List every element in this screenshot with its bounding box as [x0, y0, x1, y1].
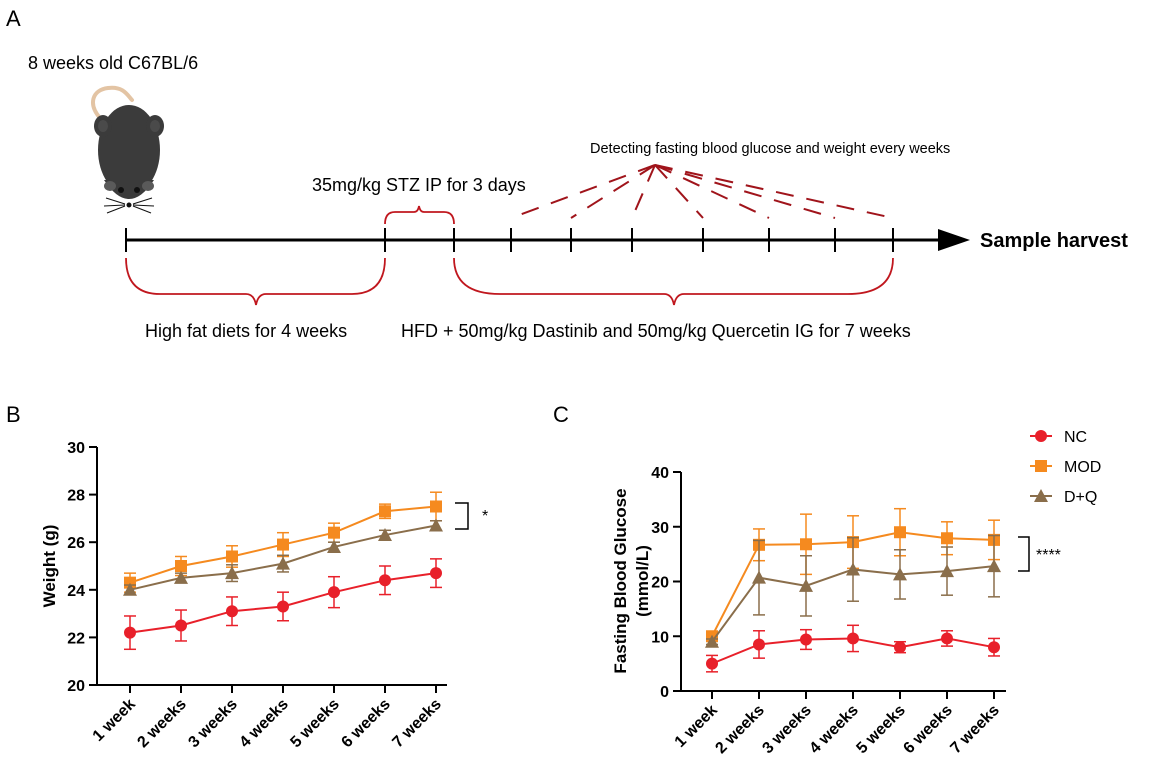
b-ytick-label: 26 — [67, 535, 85, 552]
c-point-nc — [706, 657, 718, 670]
b-point-mod — [175, 560, 187, 572]
c-point-dq — [799, 578, 813, 592]
detect-dashed-lines — [510, 164, 894, 219]
legend-marker-mod — [1035, 460, 1047, 472]
panel-label-a: A — [6, 6, 21, 31]
c-point-nc — [894, 641, 906, 654]
legend: NC MOD D+Q — [1030, 429, 1101, 506]
mouse-label: 8 weeks old C67BL/6 — [28, 53, 198, 73]
panel-label-b: B — [6, 402, 21, 427]
b-point-dq — [327, 539, 341, 553]
glucose-y-unit: (mmol/L) — [633, 545, 652, 617]
c-point-mod — [941, 532, 953, 545]
weight-y-label: Weight (g) — [40, 525, 59, 608]
mouse-icon — [91, 85, 164, 214]
b-point-dq — [429, 518, 443, 532]
stz-brace — [384, 205, 455, 225]
c-point-nc — [988, 641, 1000, 654]
b-xtick-label: 4 weeks — [236, 696, 291, 751]
b-point-dq — [123, 582, 137, 596]
c-xtick-label: 6 weeks — [900, 702, 955, 757]
panel-label-c: C — [553, 402, 569, 427]
b-ytick-label: 24 — [67, 583, 85, 600]
c-xtick-label: 5 weeks — [853, 702, 908, 757]
c-xtick-label: 4 weeks — [806, 702, 861, 757]
legend-label: D+Q — [1064, 489, 1097, 506]
b-xtick-label: 5 weeks — [287, 696, 342, 751]
legend-marker-nc — [1035, 430, 1047, 442]
c-point-dq — [987, 559, 1001, 573]
legend-marker-dq — [1034, 489, 1048, 502]
c-ytick-label: 20 — [651, 575, 669, 592]
c-ytick-label: 10 — [651, 629, 669, 646]
timeline-ticks — [125, 228, 894, 252]
hfd-brace — [125, 257, 386, 306]
b-point-dq — [378, 528, 392, 542]
glucose-y-label: Fasting Blood Glucose — [611, 488, 630, 673]
b-ytick-label: 28 — [67, 488, 85, 505]
c-point-nc — [941, 632, 953, 645]
treatment-brace — [453, 257, 894, 306]
glucose-significance-bracket — [1018, 536, 1030, 572]
c-point-dq — [893, 567, 907, 581]
b-point-mod — [379, 505, 391, 518]
b-ytick-label: 22 — [67, 630, 85, 647]
b-point-mod — [277, 538, 289, 551]
b-xtick-label: 6 weeks — [338, 696, 393, 751]
weight-significance: * — [482, 508, 488, 525]
c-point-mod — [800, 538, 812, 551]
b-point-dq — [225, 566, 239, 580]
b-point-nc — [277, 600, 289, 613]
c-point-dq — [705, 634, 719, 648]
treatment-label: HFD + 50mg/kg Dastinib and 50mg/kg Querc… — [401, 321, 911, 341]
legend-label: MOD — [1064, 459, 1101, 476]
c-point-dq — [846, 562, 860, 576]
weight-significance-bracket — [455, 502, 469, 530]
b-ytick-label: 30 — [67, 440, 85, 457]
b-point-mod — [430, 500, 442, 513]
b-ytick-label: 20 — [67, 678, 85, 695]
b-point-nc — [328, 586, 340, 599]
b-point-nc — [226, 605, 238, 618]
b-point-nc — [430, 567, 442, 580]
b-point-nc — [175, 619, 187, 632]
b-point-nc — [124, 626, 136, 639]
glucose-significance: **** — [1036, 547, 1061, 564]
c-xtick-label: 2 weeks — [712, 702, 767, 757]
b-point-mod — [226, 550, 238, 563]
c-point-nc — [847, 632, 859, 645]
detect-label: Detecting fasting blood glucose and weig… — [590, 141, 950, 157]
c-point-nc — [800, 633, 812, 646]
b-xtick-label: 3 weeks — [185, 696, 240, 751]
c-point-dq — [752, 570, 766, 584]
b-xtick-label: 2 weeks — [134, 696, 189, 751]
c-ytick-label: 30 — [651, 520, 669, 537]
c-xtick-label: 3 weeks — [759, 702, 814, 757]
legend-label: NC — [1064, 429, 1087, 446]
b-point-dq — [276, 556, 290, 570]
stz-label: 35mg/kg STZ IP for 3 days — [312, 175, 526, 195]
b-xtick-label: 1 week — [90, 696, 139, 745]
c-ytick-label: 40 — [651, 465, 669, 482]
hfd-label: High fat diets for 4 weeks — [145, 321, 347, 341]
c-point-dq — [940, 564, 954, 578]
b-point-nc — [379, 574, 391, 587]
b-point-mod — [328, 526, 340, 539]
schematic-panel-a: 8 weeks old C67BL/6 — [28, 53, 1128, 341]
c-point-mod — [894, 526, 906, 539]
b-point-dq — [174, 570, 188, 584]
harvest-label: Sample harvest — [980, 230, 1128, 252]
c-ytick-label: 0 — [660, 684, 669, 701]
timeline-arrowhead — [938, 229, 970, 251]
b-xtick-label: 7 weeks — [389, 696, 444, 751]
c-xtick-label: 7 weeks — [947, 702, 1002, 757]
c-point-nc — [753, 638, 765, 651]
